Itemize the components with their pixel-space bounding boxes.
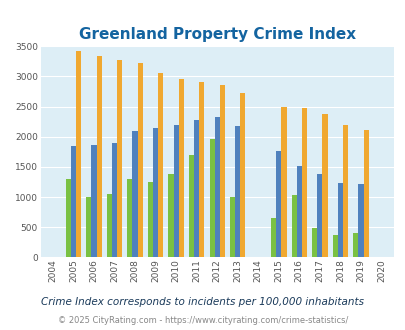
Bar bbox=[112, 143, 117, 257]
Bar bbox=[178, 79, 183, 257]
Bar bbox=[107, 194, 112, 257]
Bar bbox=[96, 56, 101, 257]
Bar bbox=[275, 151, 281, 257]
Bar bbox=[342, 125, 347, 257]
Bar bbox=[291, 195, 296, 257]
Bar bbox=[66, 179, 71, 257]
Bar bbox=[91, 145, 96, 257]
Bar bbox=[362, 130, 368, 257]
Bar bbox=[296, 166, 301, 257]
Bar bbox=[317, 174, 322, 257]
Bar bbox=[132, 131, 137, 257]
Bar bbox=[147, 182, 153, 257]
Bar bbox=[76, 51, 81, 257]
Bar bbox=[281, 107, 286, 257]
Bar bbox=[352, 233, 358, 257]
Bar bbox=[194, 120, 199, 257]
Bar bbox=[322, 114, 327, 257]
Bar bbox=[158, 73, 163, 257]
Bar bbox=[234, 126, 240, 257]
Bar bbox=[188, 155, 194, 257]
Bar bbox=[137, 63, 143, 257]
Bar bbox=[240, 93, 245, 257]
Bar bbox=[219, 85, 224, 257]
Bar bbox=[271, 217, 275, 257]
Bar bbox=[117, 60, 122, 257]
Text: © 2025 CityRating.com - https://www.cityrating.com/crime-statistics/: © 2025 CityRating.com - https://www.city… bbox=[58, 316, 347, 325]
Bar bbox=[127, 179, 132, 257]
Bar bbox=[86, 197, 91, 257]
Bar bbox=[301, 108, 306, 257]
Bar bbox=[358, 184, 362, 257]
Bar bbox=[71, 147, 76, 257]
Title: Greenland Property Crime Index: Greenland Property Crime Index bbox=[79, 27, 355, 42]
Bar bbox=[230, 197, 234, 257]
Bar bbox=[168, 174, 173, 257]
Text: Crime Index corresponds to incidents per 100,000 inhabitants: Crime Index corresponds to incidents per… bbox=[41, 297, 364, 307]
Bar bbox=[311, 228, 317, 257]
Bar bbox=[173, 125, 178, 257]
Bar bbox=[337, 183, 342, 257]
Bar bbox=[209, 139, 214, 257]
Bar bbox=[332, 235, 337, 257]
Bar bbox=[199, 82, 204, 257]
Bar bbox=[214, 117, 219, 257]
Bar bbox=[153, 128, 158, 257]
